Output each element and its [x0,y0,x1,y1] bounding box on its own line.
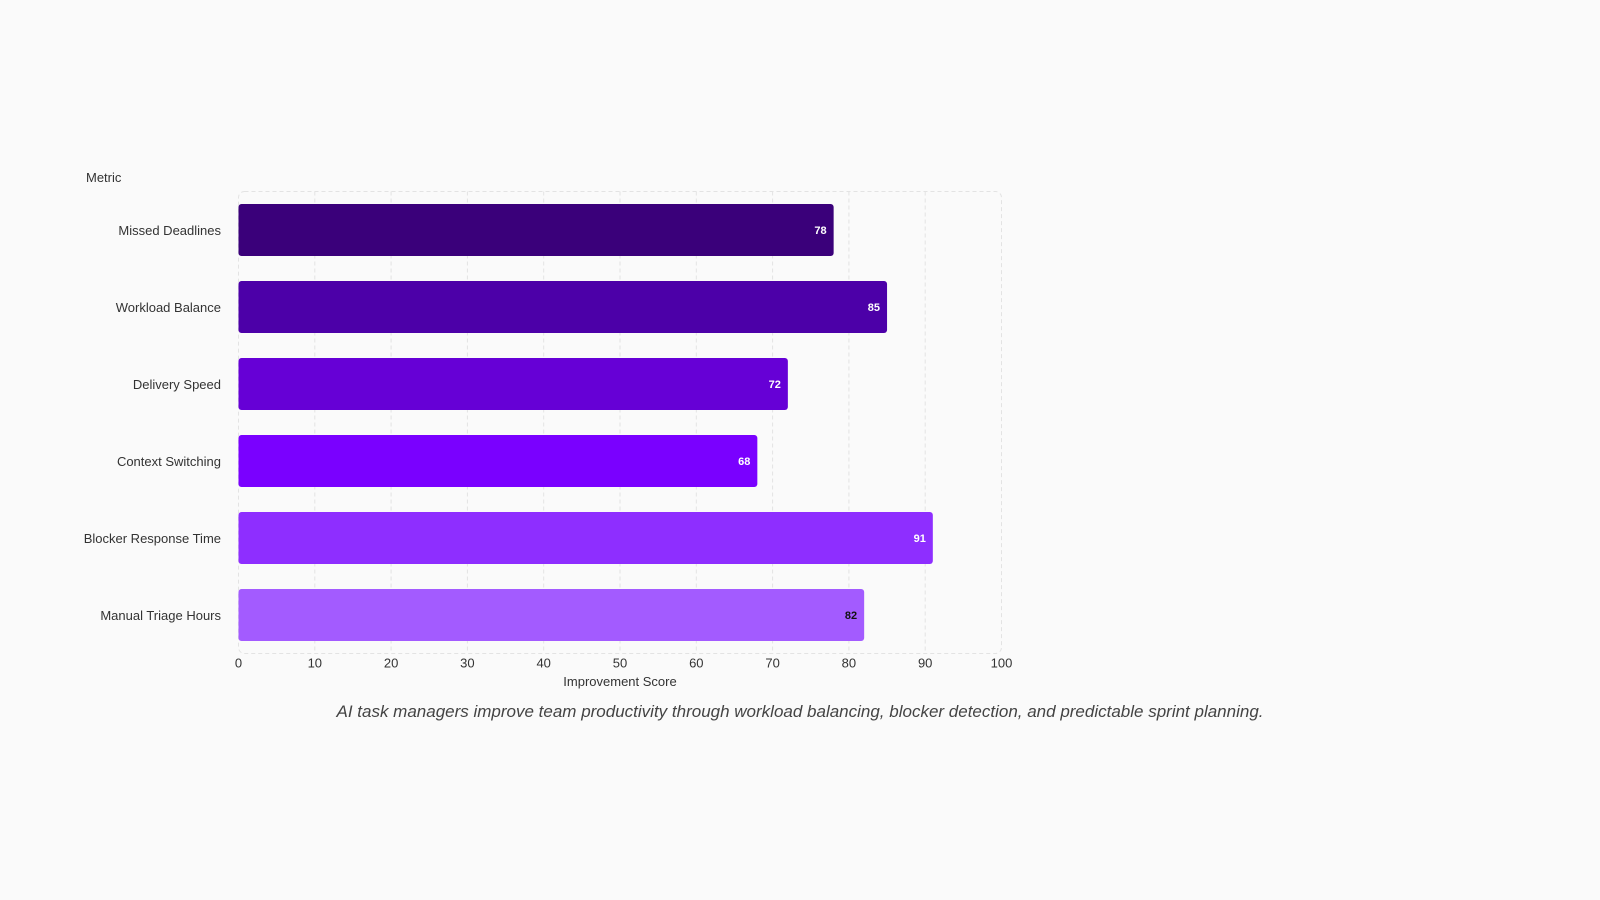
x-axis-title: Improvement Score [563,674,676,689]
bar [238,512,933,564]
bar-value-label: 85 [868,302,880,314]
y-tick-label: Blocker Response Time [84,531,221,546]
y-tick-label: Context Switching [117,454,221,469]
x-tick-label: 90 [918,656,932,671]
x-tick-label: 70 [765,656,779,671]
y-tick-label: Delivery Speed [133,377,221,392]
y-tick-label: Missed Deadlines [118,223,221,238]
bar-value-label: 91 [914,533,926,545]
bars-group: 78 85 72 68 91 82 [238,204,933,641]
x-tick-label: 50 [613,656,627,671]
x-tick-label: 30 [460,656,474,671]
x-tick-label: 10 [308,656,322,671]
x-tick-label: 60 [689,656,703,671]
bar [238,435,758,487]
bar-value-label: 72 [769,379,781,391]
chart-caption: AI task managers improve team productivi… [336,702,1264,721]
bar [238,281,888,333]
x-tick-label: 0 [235,656,242,671]
x-tick-labels: 0 10 20 30 40 50 60 70 80 90 100 [235,656,1012,671]
x-tick-label: 100 [991,656,1013,671]
bar-value-label: 82 [845,610,857,622]
bar [238,358,788,410]
y-tick-label: Workload Balance [116,300,221,315]
bar-value-label: 78 [814,225,826,237]
grid-lines [314,191,926,654]
bar [238,589,865,641]
x-tick-label: 40 [536,656,550,671]
x-tick-label: 80 [842,656,856,671]
y-tick-labels: Missed Deadlines Workload Balance Delivery… [84,223,222,623]
x-tick-label: 20 [384,656,398,671]
bar [238,204,834,256]
y-tick-label: Manual Triage Hours [100,608,221,623]
bar-value-label: 68 [738,456,750,468]
y-axis-title: Metric [86,170,122,185]
